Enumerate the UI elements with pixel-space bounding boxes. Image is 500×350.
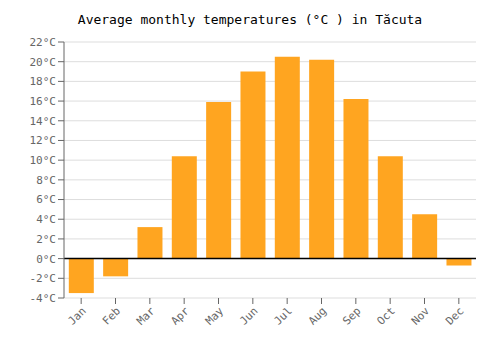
svg-text:Apr: Apr (169, 304, 193, 328)
svg-text:2°C: 2°C (36, 233, 56, 246)
svg-text:6°C: 6°C (36, 193, 56, 206)
svg-text:Sep: Sep (340, 304, 363, 327)
svg-text:14°C: 14°C (30, 115, 57, 128)
svg-text:Oct: Oct (375, 304, 398, 327)
html-text:Average monthly temperatures (: Average monthly temperatures (°C ) in Tă… (77, 12, 423, 27)
svg-text:22°C: 22°C (30, 36, 57, 49)
svg-text:-4°C: -4°C (30, 292, 57, 305)
svg-text:-2°C: -2°C (30, 272, 57, 285)
svg-text:Dec: Dec (443, 304, 466, 327)
svg-text:May: May (203, 304, 227, 328)
svg-text:Nov: Nov (409, 304, 433, 328)
svg-text:20°C: 20°C (30, 56, 57, 69)
svg-text:Feb: Feb (100, 304, 123, 327)
svg-text:12°C: 12°C (30, 134, 57, 147)
svg-text:16°C: 16°C (30, 95, 57, 108)
svg-text:Jun: Jun (237, 304, 260, 327)
svg-text:8°C: 8°C (36, 174, 56, 187)
svg-text:Aug: Aug (306, 304, 329, 327)
svg-text:4°C: 4°C (36, 213, 56, 226)
svg-text:0°C: 0°C (36, 253, 56, 266)
svg-text:10°C: 10°C (30, 154, 57, 167)
svg-text:18°C: 18°C (30, 75, 57, 88)
svg-text:Mar: Mar (134, 304, 158, 328)
svg-text:Jul: Jul (272, 304, 295, 327)
svg-text:Jan: Jan (66, 304, 89, 327)
